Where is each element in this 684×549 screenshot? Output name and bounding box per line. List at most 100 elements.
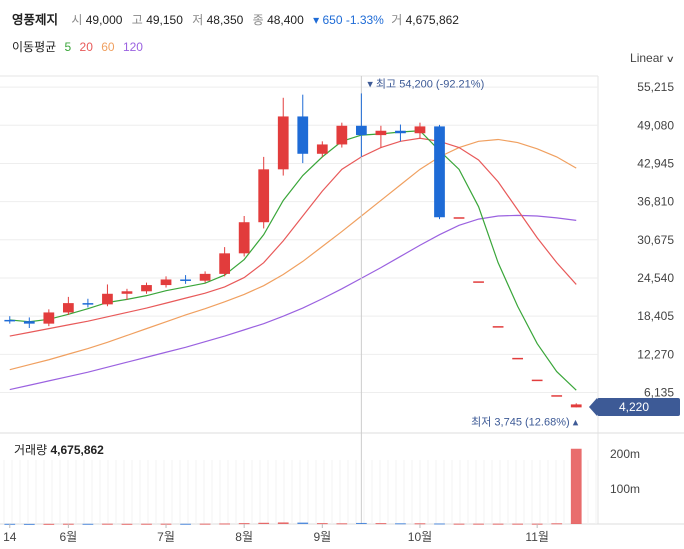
price-tick-label: 36,810 [637,195,674,209]
candle-body [258,169,270,223]
ma-item-60: 60 [101,40,115,54]
volume-bar [23,523,35,525]
volume-legend-value: 4,675,862 [50,443,104,457]
price-tick-label: 6,135 [644,385,674,399]
scale-mode-label: Linear [630,51,664,65]
open-label: 시 [71,13,83,27]
volume-bar [570,448,582,524]
ma-title: 이동평균 [12,40,57,54]
ma-line-5 [9,130,577,391]
ma-item-120: 120 [122,40,143,54]
close-label: 종 [252,13,264,27]
candle-body [199,273,211,281]
candle-body [531,379,543,382]
volume-tick-label: 200m [610,447,640,461]
volume-bar [434,523,445,525]
candle-body [23,321,35,324]
volume-bar [102,523,113,525]
high-value: 49,150 [146,13,183,27]
volume-bar [219,523,231,525]
candle-body [62,303,74,313]
ma-item-20: 20 [79,40,93,54]
volume-bar [316,523,328,525]
candle-body [453,217,465,219]
candle-body [4,319,16,322]
candle-body [82,303,94,305]
price-tick-label: 30,675 [637,233,674,247]
volume-bar [238,523,250,525]
price-tick-label: 42,945 [637,156,674,170]
volume-bar [199,523,211,525]
chevron-down-icon: ∨ [666,54,676,64]
ma-line-60 [9,138,577,371]
time-tick-label: 14 [3,530,17,544]
time-tick-label: 6월 [60,530,78,544]
volume-bar [180,523,191,525]
volume-bar [82,523,94,525]
time-tick-label: 7월 [157,530,175,544]
ma-item-5: 5 [64,40,72,54]
candle-body [570,404,582,408]
high-marker: ▾ 최고 54,200 (-92.21%) [367,77,484,90]
price-tick-label: 49,080 [637,118,674,132]
volume-legend-label: 거래량 [14,443,48,457]
candle-body [102,293,113,305]
volume-bar [277,522,289,524]
stock-name: 영풍제지 [12,13,59,27]
candle-body [414,126,426,134]
volume-legend: 거래량 4,675,862 [14,441,104,458]
ma-line-120 [9,214,577,391]
price-tick-label: 55,215 [637,80,674,94]
volume-bar [43,523,55,525]
close-value: 48,400 [267,13,304,27]
candle-body [121,291,133,294]
volume-bar [355,522,367,524]
volume-bar [453,523,465,525]
low-label: 저 [192,13,204,27]
ma-line-20 [9,137,577,337]
volume-bar [258,522,270,524]
candle-body [551,395,563,397]
time-tick-label: 11월 [525,530,549,544]
volume-bar [395,523,406,525]
candle-body [316,144,328,154]
candle-body [395,130,406,134]
price-tick-label: 24,540 [637,271,674,285]
candle-body [141,285,152,292]
candle-body [512,357,524,360]
scale-mode-dropdown[interactable]: Linear ∨ [630,51,676,65]
volume-bar [492,523,504,525]
time-tick-label: 9월 [313,530,331,544]
candle-body [238,222,250,254]
volume-bar [551,523,563,525]
price-tick-label: 18,405 [637,309,674,323]
candle-body [160,279,172,286]
volume-value: 4,675,862 [405,13,459,27]
price-tick-label: 12,270 [637,347,674,361]
stock-header: 영풍제지 시 49,000 고 49,150 저 48,350 종 48,400… [12,9,461,28]
candle-body [473,281,484,283]
volume-bar [297,522,309,524]
volume-bar [121,523,133,525]
candle-body [336,125,348,145]
low-marker: 최저 3,745 (12.68%) ▴ [471,415,579,428]
moving-average-legend: 이동평균 5 20 60 120 [12,38,148,55]
volume-bar [336,523,348,525]
time-tick-label: 10월 [408,530,432,544]
candle-body [297,116,309,154]
candle-body [180,279,191,281]
candle-body [43,312,55,324]
volume-bar [375,523,387,525]
candle-body [219,253,231,274]
volume-bar [473,523,484,525]
candle-body [355,125,367,136]
candle-body [492,326,504,328]
volume-bar [512,523,524,525]
high-label: 고 [131,13,143,27]
volume-label: 거 [391,13,403,27]
last-price-tag: 4,220 [589,398,680,416]
volume-bar [141,523,152,525]
volume-bar [414,523,426,525]
volume-tick-label: 100m [610,482,640,496]
